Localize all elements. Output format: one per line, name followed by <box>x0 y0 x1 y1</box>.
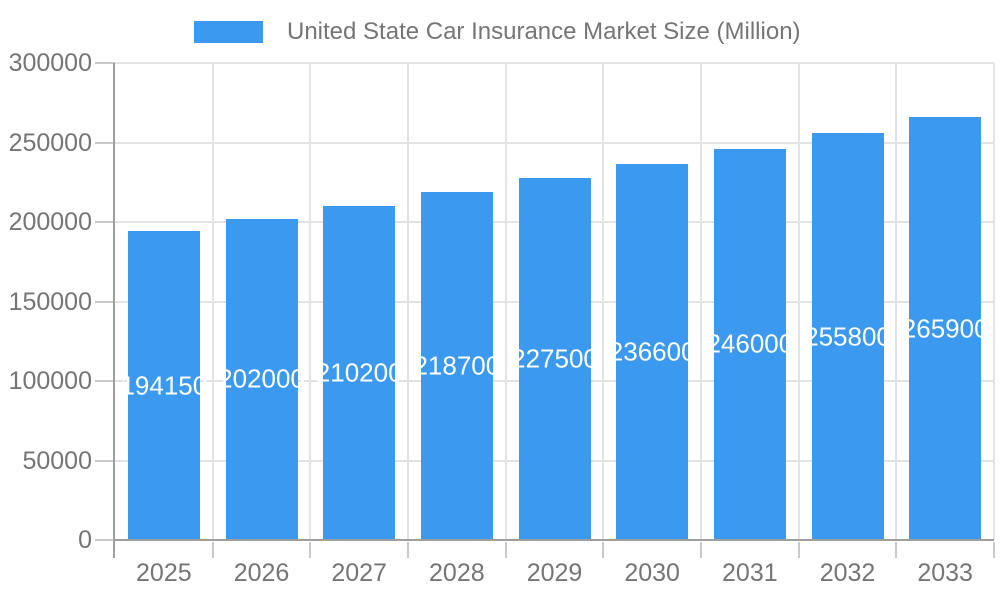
chart-legend: United State Car Insurance Market Size (… <box>0 0 1000 56</box>
x-tick-label: 2029 <box>526 559 583 587</box>
y-tick-label: 100000 <box>8 367 92 395</box>
legend-swatch <box>194 21 263 43</box>
x-gridline <box>211 63 214 540</box>
bar <box>713 148 786 540</box>
bar <box>811 133 884 540</box>
x-gridline <box>602 63 605 540</box>
x-tick-mark <box>309 542 312 558</box>
y-tick-mark <box>95 459 115 462</box>
x-tick-label: 2031 <box>722 559 778 587</box>
x-tick-label: 2025 <box>136 559 192 587</box>
x-tick-mark <box>602 542 605 558</box>
x-gridline <box>407 63 409 540</box>
bar <box>420 192 493 540</box>
bar-value-label: 246000 <box>706 328 794 359</box>
x-gridline <box>797 63 800 540</box>
bar <box>518 178 591 540</box>
y-tick-label: 250000 <box>8 128 92 157</box>
y-tick-label: 150000 <box>8 287 92 316</box>
x-tick-label: 2027 <box>331 559 387 587</box>
bar-value-label: 194150 <box>120 370 208 401</box>
bar-value-label: 255800 <box>804 321 891 352</box>
bar <box>323 205 396 540</box>
x-tick-mark <box>504 542 507 558</box>
x-gridline <box>309 63 312 540</box>
y-tick-mark <box>95 62 115 64</box>
x-gridline <box>700 63 702 540</box>
legend-label: United State Car Insurance Market Size (… <box>287 18 801 45</box>
bar <box>225 218 298 540</box>
x-gridline <box>895 63 898 540</box>
y-tick-mark <box>95 221 115 223</box>
x-tick-label: 2030 <box>624 559 680 587</box>
x-tick-mark <box>797 542 800 558</box>
y-axis-line <box>113 63 115 558</box>
y-gridline <box>115 62 994 64</box>
bar <box>616 163 689 540</box>
y-tick-label: 200000 <box>8 208 92 236</box>
bar-value-label: 210200 <box>315 357 403 388</box>
x-gridline <box>504 63 507 540</box>
bar <box>909 117 982 540</box>
bar-value-label: 202000 <box>218 363 305 394</box>
y-tick-mark <box>95 539 115 541</box>
bar <box>127 231 200 540</box>
y-tick-label: 0 <box>78 526 92 554</box>
x-gridline <box>993 63 995 540</box>
x-tick-label: 2033 <box>917 559 973 587</box>
x-axis-line <box>115 539 994 541</box>
x-tick-mark <box>700 542 702 558</box>
y-tick-mark <box>95 380 115 382</box>
bar-value-label: 236600 <box>608 336 696 367</box>
y-tick-label: 50000 <box>22 446 92 475</box>
x-tick-label: 2032 <box>819 559 876 587</box>
x-tick-label: 2028 <box>429 559 485 587</box>
bar-value-label: 265900 <box>901 313 989 344</box>
y-tick-mark <box>95 141 115 144</box>
x-tick-mark <box>993 542 995 558</box>
x-tick-label: 2026 <box>233 559 290 587</box>
y-tick-label: 300000 <box>8 49 92 77</box>
x-tick-mark <box>407 542 409 558</box>
y-tick-mark <box>95 300 115 303</box>
bar-value-label: 218700 <box>413 350 501 381</box>
x-tick-mark <box>895 542 898 558</box>
y-gridline <box>115 141 994 144</box>
bar-value-label: 227500 <box>511 343 598 374</box>
x-tick-mark <box>211 542 214 558</box>
